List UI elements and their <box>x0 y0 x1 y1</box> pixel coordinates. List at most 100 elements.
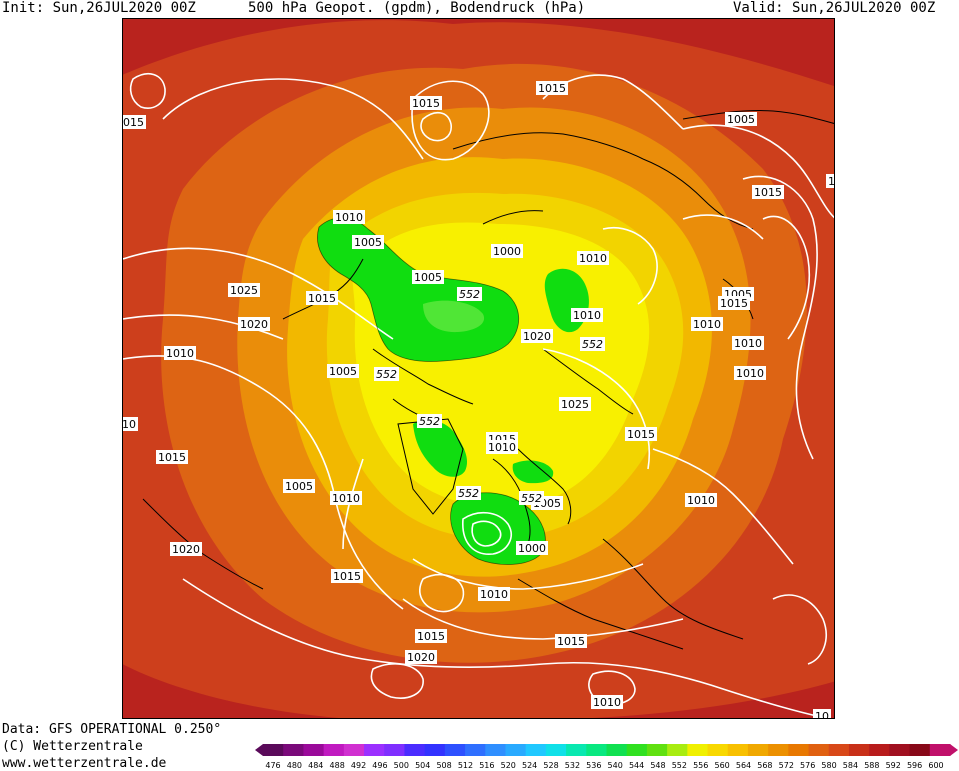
pressure-label-bg <box>412 270 444 284</box>
height-552-label: 552 <box>521 492 542 505</box>
colorbar-arrow-right <box>950 744 958 756</box>
colorbar-swatch <box>545 744 567 756</box>
pressure-label-bg <box>571 308 603 322</box>
pressure-label: 1005 <box>414 271 442 284</box>
coastlines <box>142 110 834 650</box>
colorbar-tick-label: 476 <box>265 761 280 770</box>
colorbar-swatch <box>889 744 911 756</box>
colorbar-swatch <box>566 744 587 756</box>
colorbar-tick-label: 572 <box>779 761 794 770</box>
pressure-label: 1015 <box>412 97 440 110</box>
pressure-label-bg <box>718 296 750 310</box>
pressure-label-bg <box>283 479 315 493</box>
copyright: (C) Wetterzentrale <box>2 739 143 754</box>
pressure-label: 1015 <box>333 570 361 583</box>
colorbar-swatch <box>343 744 365 756</box>
height-552-label-bg <box>519 491 544 505</box>
colorbar-tick-label: 592 <box>886 761 901 770</box>
pressure-label-bg <box>228 283 260 297</box>
colorbar-tick-label: 548 <box>650 761 665 770</box>
pressure-label-bg <box>555 634 587 648</box>
height-552-label: 552 <box>376 368 397 381</box>
pressure-label: 1020 <box>407 651 435 664</box>
colorbar-swatch <box>707 744 729 756</box>
colorbar-tick-label: 552 <box>672 761 687 770</box>
pressure-label-bg <box>591 695 623 709</box>
pressure-label: 1 <box>828 175 835 188</box>
colorbar-swatch <box>828 744 850 756</box>
colorbar-tick-label: 576 <box>800 761 815 770</box>
pressure-label: 1010 <box>593 696 621 709</box>
colorbar-swatch <box>869 744 890 756</box>
colorbar-tick-label: 516 <box>479 761 494 770</box>
colorbar-tick-label: 520 <box>501 761 516 770</box>
colorbar-tick-label: 484 <box>308 761 323 770</box>
height-552-label: 552 <box>458 487 479 500</box>
pressure-label-bg <box>521 329 553 343</box>
pressure-label: 1010 <box>332 492 360 505</box>
pressure-label-bg <box>826 174 834 188</box>
pressure-label: 1005 <box>329 365 357 378</box>
colorbar-tick-label: 524 <box>522 761 537 770</box>
pressure-label-bg <box>478 587 510 601</box>
height-552-label: 552 <box>419 415 440 428</box>
colorbar-tick-label: 532 <box>565 761 580 770</box>
colorbar-swatch <box>303 744 325 756</box>
pressure-label-bg <box>331 569 363 583</box>
pressure-label-bg <box>732 336 764 350</box>
website-url: www.wetterzentrale.de <box>2 756 167 771</box>
colorbar-swatch <box>323 744 345 756</box>
pressure-label: 1010 <box>579 252 607 265</box>
isobars <box>123 73 834 718</box>
colorbar-swatch <box>848 744 870 756</box>
pressure-label: 10 <box>815 710 829 719</box>
colorbar-swatch <box>727 744 749 756</box>
colorbar-swatch <box>747 744 769 756</box>
colorbar-tick-label: 508 <box>436 761 451 770</box>
colorbar-swatch <box>384 744 405 756</box>
pressure-label-bg <box>410 96 442 110</box>
pressure-label: 1020 <box>240 318 268 331</box>
pressure-label-bg <box>486 440 518 454</box>
colorbar-swatch <box>667 744 688 756</box>
colorbar-tick-label: 540 <box>608 761 623 770</box>
pressure-label: 1010 <box>335 211 363 224</box>
pressure-label: 1005 <box>354 236 382 249</box>
pressure-label-bg <box>691 317 723 331</box>
height-552-label: 552 <box>582 338 603 351</box>
pressure-label-bg <box>164 346 196 360</box>
pressure-label: 1015 <box>538 82 566 95</box>
low-green-center <box>423 300 485 333</box>
colorbar-swatch <box>808 744 830 756</box>
pressure-label-bg <box>625 427 657 441</box>
pressure-label: 1015 <box>557 635 585 648</box>
pressure-label-bg <box>813 709 831 718</box>
pressure-label: 1020 <box>172 543 200 556</box>
pressure-label: 1005 <box>727 113 755 126</box>
colorbar-swatch <box>788 744 810 756</box>
colorbar-tick-label: 504 <box>415 761 430 770</box>
pressure-label-bg <box>734 366 766 380</box>
pressure-label: 1015 <box>754 186 782 199</box>
weather-map: 1015 1015 015 1005 1015 1010 1005 1000 1010 1005 1… <box>122 18 835 719</box>
colorbar-tick-label: 512 <box>458 761 473 770</box>
pressure-label: 1010 <box>734 337 762 350</box>
pressure-label: 1015 <box>417 630 445 643</box>
colorbar-tick-label: 556 <box>693 761 708 770</box>
colorbar-swatch <box>606 744 628 756</box>
colorbar-swatch <box>586 744 607 756</box>
colorbar-tick-label: 536 <box>586 761 601 770</box>
colorbar-tick-label: 588 <box>864 761 879 770</box>
colorbar-tick-label: 568 <box>757 761 772 770</box>
colorbar-tick-label: 500 <box>394 761 409 770</box>
pressure-label-bg <box>170 542 202 556</box>
colorbar: 476 480 484 488 492 496 500 504 508 512 516 520 524 5… <box>255 744 958 770</box>
colorbar-swatch <box>404 744 426 756</box>
pressure-label-bg <box>352 235 384 249</box>
colorbar-tick-label: 564 <box>736 761 751 770</box>
height-552-label-bg <box>417 414 442 428</box>
pressure-label-bg <box>405 650 437 664</box>
pressure-label-bg <box>333 210 365 224</box>
pressure-label-bg <box>752 185 784 199</box>
